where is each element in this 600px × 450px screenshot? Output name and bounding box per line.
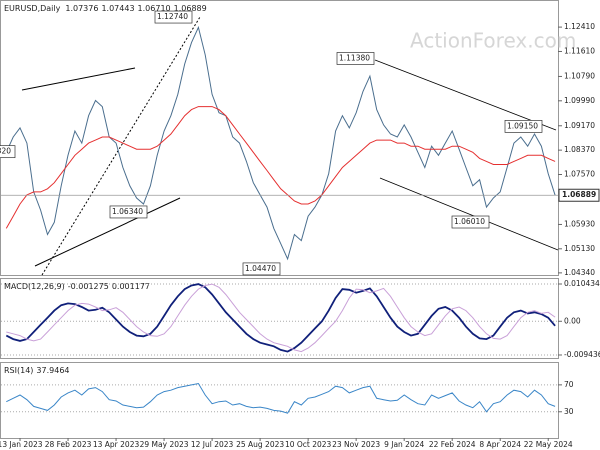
macd-header: MACD(12,26,9) -0.001275 0.001177 (4, 282, 150, 291)
y-tick-label: 1.08370 (564, 145, 595, 154)
annotation-box (504, 120, 543, 133)
rsi-header: RSI(14) 37.9464 (4, 366, 70, 375)
price-panel (0, 0, 559, 276)
annotation-label: 1.12740 (157, 12, 188, 21)
y-tick-label: 1.04340 (564, 268, 595, 277)
trend-line (34, 197, 181, 267)
y-tick-label: 1.05930 (564, 219, 595, 228)
annotation-label: 1.06010 (454, 217, 485, 226)
x-tick-label: 10 Oct 2023 (285, 440, 332, 449)
y-tick-label: 1.12410 (564, 22, 595, 31)
annotation-box (0, 145, 16, 159)
price-header: EURUSD,Daily 1.07376 1.07443 1.06710 1.06889 (4, 4, 207, 13)
series-line (5, 25, 556, 261)
channel-line (379, 177, 559, 251)
macd-panel (0, 278, 559, 359)
x-tick-label: 9 Jan 2024 (384, 440, 424, 449)
annotation-box (336, 52, 375, 65)
rsi-panel (0, 362, 559, 439)
series-line (5, 283, 556, 353)
x-tick-label: 13 Apr 2023 (93, 440, 140, 449)
x-tick-label: 25 Aug 2023 (236, 440, 284, 449)
y-tick-label: 70 (564, 380, 574, 389)
x-tick-label: 29 May 2023 (140, 440, 189, 449)
series-line (6, 382, 556, 414)
annotation-label: 1.09150 (507, 121, 538, 130)
current-price-box (558, 188, 600, 202)
series-line (5, 106, 556, 229)
annotation-box (109, 205, 148, 219)
current-price-label: 1.06889 (562, 190, 596, 199)
annotation-box (451, 215, 490, 229)
x-tick-label: 12 Jul 2023 (191, 440, 234, 449)
annotation-box (242, 262, 281, 276)
channel-line (374, 59, 557, 131)
annotation-label: 1.11380 (339, 53, 370, 62)
y-tick-label: 1.09990 (564, 96, 595, 105)
annotation-label: 1.04470 (245, 264, 276, 273)
x-tick-label: 23 Nov 2023 (332, 440, 380, 449)
x-tick-label: 22 May 2024 (524, 440, 573, 449)
trend-line (41, 16, 201, 276)
annotation-label: 1.08320 (0, 147, 11, 156)
annotation-label: 1.06340 (112, 207, 143, 216)
y-tick-label: 0.00 (564, 316, 581, 325)
x-tick-label: 28 Feb 2023 (45, 440, 92, 449)
trend-line (21, 67, 136, 91)
y-tick-label: -0.009436 (564, 350, 600, 359)
series-line (6, 283, 556, 353)
y-tick-label: 1.05130 (564, 244, 595, 253)
y-tick-label: 1.09170 (564, 121, 595, 130)
x-tick-label: 8 Apr 2024 (479, 440, 521, 449)
y-tick-label: 0.010434 (564, 279, 600, 288)
y-tick-label: 1.07570 (564, 170, 595, 179)
y-tick-label: 1.10790 (564, 71, 595, 80)
x-tick-label: 22 Feb 2024 (429, 440, 476, 449)
x-tick-label: 13 Jan 2023 (0, 440, 43, 449)
annotation-box (154, 10, 193, 24)
y-tick-label: 30 (564, 407, 574, 416)
watermark: ActionForex.com (410, 29, 576, 53)
y-tick-label: 1.11610 (564, 46, 595, 55)
